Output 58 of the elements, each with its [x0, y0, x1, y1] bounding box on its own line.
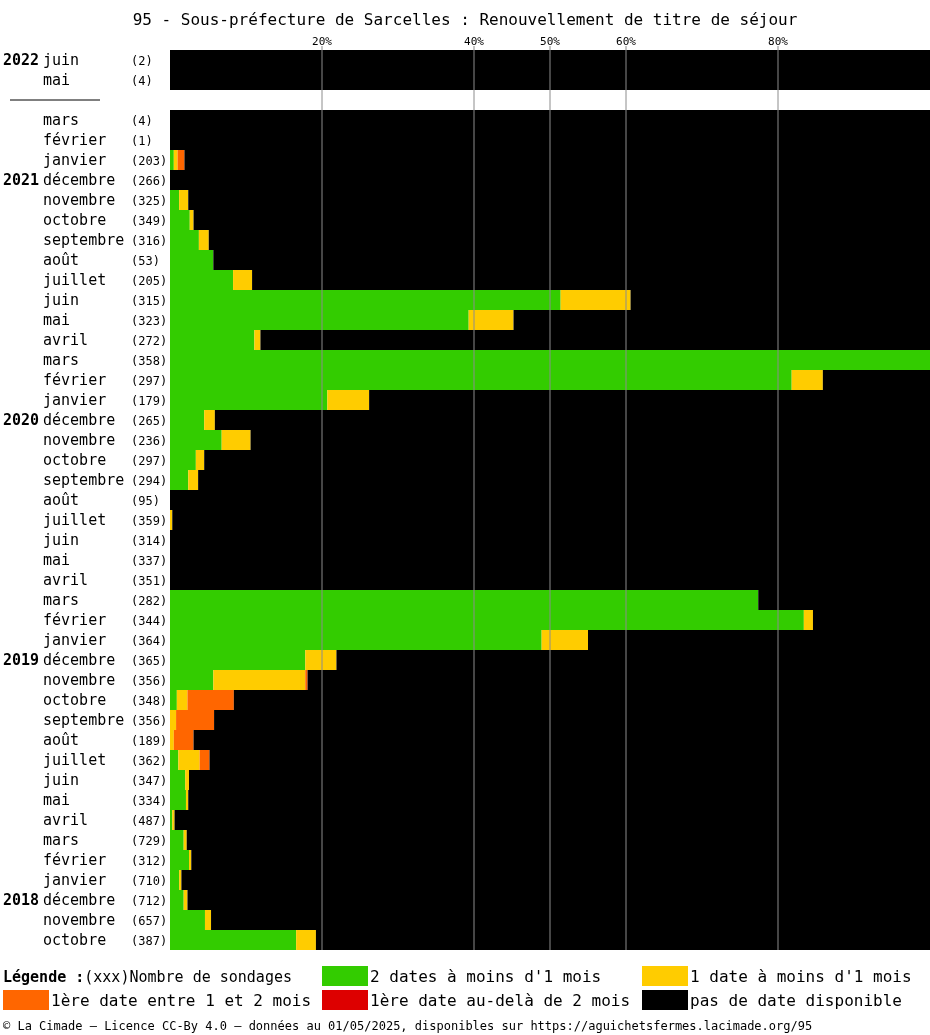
text: © La Cimade – Licence CC-By 4.0 – données au 01/05/2025, disponibles sur https://aguichetsfermes.lacimade.org/95: [3, 1019, 813, 1033]
category-label: octobre (348): [43, 691, 168, 709]
category-label: août (95): [43, 491, 160, 509]
category-label: octobre (387): [43, 931, 168, 949]
legend-label: 1ère date au-delà de 2 mois: [370, 991, 631, 1010]
y-tick-label: novembre (325): [43, 191, 168, 209]
text: (xxx)Nombre de sondages: [84, 968, 292, 986]
category-label: mai (4): [43, 71, 153, 89]
legend-label: 1 date à moins d'1 mois: [690, 967, 912, 986]
x-tick-label: 40%: [464, 35, 485, 48]
category-label: mars (358): [43, 351, 168, 369]
legend-label: 2 dates à moins d'1 mois: [370, 967, 602, 986]
y-tick-label: novembre (236): [43, 431, 168, 449]
y-tick-label: septembre (356): [43, 711, 168, 729]
y-tick-label: septembre (294): [43, 471, 168, 489]
x-tick-label: 80%: [768, 35, 789, 48]
x-tick-label: 50%: [540, 35, 561, 48]
category-label: janvier (710): [43, 871, 168, 889]
category-label: février (297): [43, 371, 168, 389]
category-label: octobre (349): [43, 211, 168, 229]
category-label: août (53): [43, 251, 160, 269]
category-label: 2022 juin (2): [3, 51, 153, 69]
category-label: avril (487): [43, 811, 168, 829]
x-tick-label: 60%: [616, 35, 637, 48]
y-tick-label: 2018 décembre (712): [3, 891, 168, 909]
category-label: février (344): [43, 611, 168, 629]
category-label: juillet (359): [43, 511, 168, 529]
category-label: janvier (179): [43, 391, 168, 409]
category-label: février (1): [43, 131, 153, 149]
legend-label: pas de date disponible: [690, 991, 902, 1010]
legend-title: Légende :: [3, 968, 85, 986]
y-tick-label: 2019 décembre (365): [3, 651, 168, 669]
y-tick-label: septembre (316): [43, 231, 168, 249]
y-tick-label: 2021 décembre (266): [3, 171, 168, 189]
y-tick-label: novembre (657): [43, 911, 168, 929]
category-label: mars (282): [43, 591, 168, 609]
category-label: janvier (364): [43, 631, 168, 649]
category-label: avril (272): [43, 331, 168, 349]
y-tick-label: 2020 décembre (265): [3, 411, 168, 429]
category-label: août (189): [43, 731, 168, 749]
x-tick-label: 20%: [312, 35, 333, 48]
category-label: octobre (297): [43, 451, 168, 469]
category-label: mai (337): [43, 551, 168, 569]
category-label: février (312): [43, 851, 168, 869]
category-label: mai (323): [43, 311, 168, 329]
category-label: avril (351): [43, 571, 168, 589]
category-label: juillet (362): [43, 751, 168, 769]
category-label: juin (314): [43, 531, 168, 549]
category-label: mars (4): [43, 111, 153, 129]
chart-title: 95 - Sous-préfecture de Sarcelles : Renouvellement de titre de séjour: [132, 10, 798, 29]
category-label: mai (334): [43, 791, 168, 809]
legend-label: 1ère date entre 1 et 2 mois: [51, 991, 312, 1010]
y-tick-label: novembre (356): [43, 671, 168, 689]
category-label: juin (315): [43, 291, 168, 309]
category-label: janvier (203): [43, 151, 168, 169]
category-label: mars (729): [43, 831, 168, 849]
category-label: juin (347): [43, 771, 168, 789]
category-label: juillet (205): [43, 271, 168, 289]
